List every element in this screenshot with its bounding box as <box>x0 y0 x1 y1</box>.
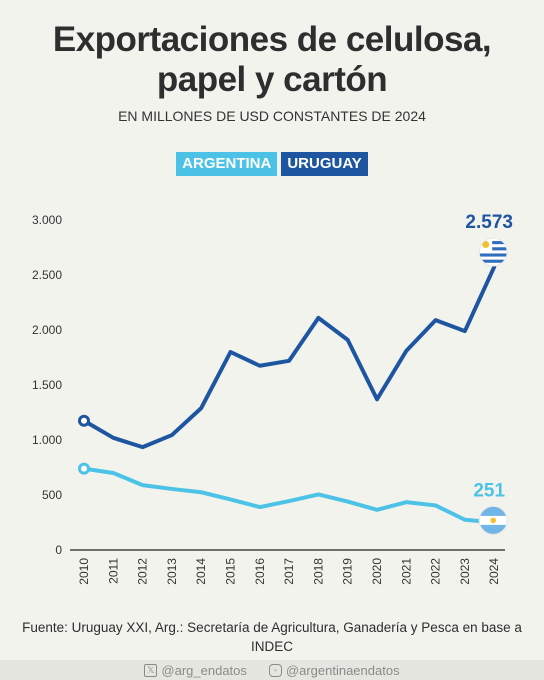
end-label-argentina: 251 <box>473 480 505 501</box>
x-tick-label: 2013 <box>165 558 179 585</box>
title-line-1: Exportaciones de celulosa, <box>52 20 492 59</box>
x-tick-label: 2017 <box>282 558 296 585</box>
x-tick-label: 2014 <box>194 558 208 585</box>
x-tick-label: 2022 <box>429 558 443 585</box>
chart-title: Exportaciones de celulosa, papel y cartó… <box>0 20 544 100</box>
x-tick-label: 2012 <box>136 558 150 585</box>
y-tick-label: 0 <box>55 543 62 557</box>
x-logo-icon: 𝕏 <box>144 663 158 677</box>
footer-instagram[interactable]: ◦ @argentinaendatos <box>268 662 400 678</box>
x-tick-label: 2020 <box>370 558 384 585</box>
argentina-flag-icon <box>478 505 508 535</box>
x-handle: @arg_endatos <box>161 662 247 678</box>
legend-argentina: ARGENTINA <box>176 152 278 176</box>
instagram-handle: @argentinaendatos <box>285 662 400 678</box>
source-line-1: Fuente: Uruguay XXI, Arg.: Secretaría de… <box>22 620 522 654</box>
y-tick-label: 500 <box>42 488 62 502</box>
y-tick-label: 1.000 <box>32 433 62 447</box>
x-tick-label: 2016 <box>253 558 267 585</box>
x-tick-label: 2015 <box>224 558 238 585</box>
line-chart: 0 500 1.000 1.500 2.000 2.500 3.000 2010 2011 201… <box>32 212 513 585</box>
uruguay-flag-icon <box>478 237 508 267</box>
x-tick-label: 2010 <box>77 558 91 585</box>
series-line-uruguay <box>82 264 497 450</box>
x-tick-label: 2024 <box>487 558 501 585</box>
end-label-uruguay: 2.573 <box>465 212 513 233</box>
y-tick-label: 2.000 <box>32 323 62 337</box>
y-tick-label: 2.500 <box>32 268 62 282</box>
legend: ARGENTINA URUGUAY <box>0 152 544 176</box>
x-tick-label: 2011 <box>106 558 120 584</box>
y-tick-label: 3.000 <box>32 213 62 227</box>
legend-uruguay: URUGUAY <box>281 152 368 176</box>
x-tick-label: 2023 <box>458 558 472 585</box>
start-marker-uruguay <box>78 414 90 427</box>
footer-x[interactable]: 𝕏 @arg_endatos <box>144 662 247 678</box>
x-tick-label: 2018 <box>311 558 325 585</box>
start-marker-argentina <box>78 462 90 475</box>
instagram-icon: ◦ <box>268 663 282 677</box>
series-line-argentina <box>82 466 497 525</box>
x-tick-label: 2019 <box>341 558 355 585</box>
chart-subtitle: EN MILLONES DE USD CONSTANTES DE 2024 <box>118 108 426 124</box>
title-line-2: papel y cartón <box>156 60 388 99</box>
footer: 𝕏 @arg_endatos ◦ @argentinaendatos <box>0 660 544 680</box>
x-tick-label: 2021 <box>399 558 413 585</box>
y-tick-label: 1.500 <box>32 378 62 392</box>
